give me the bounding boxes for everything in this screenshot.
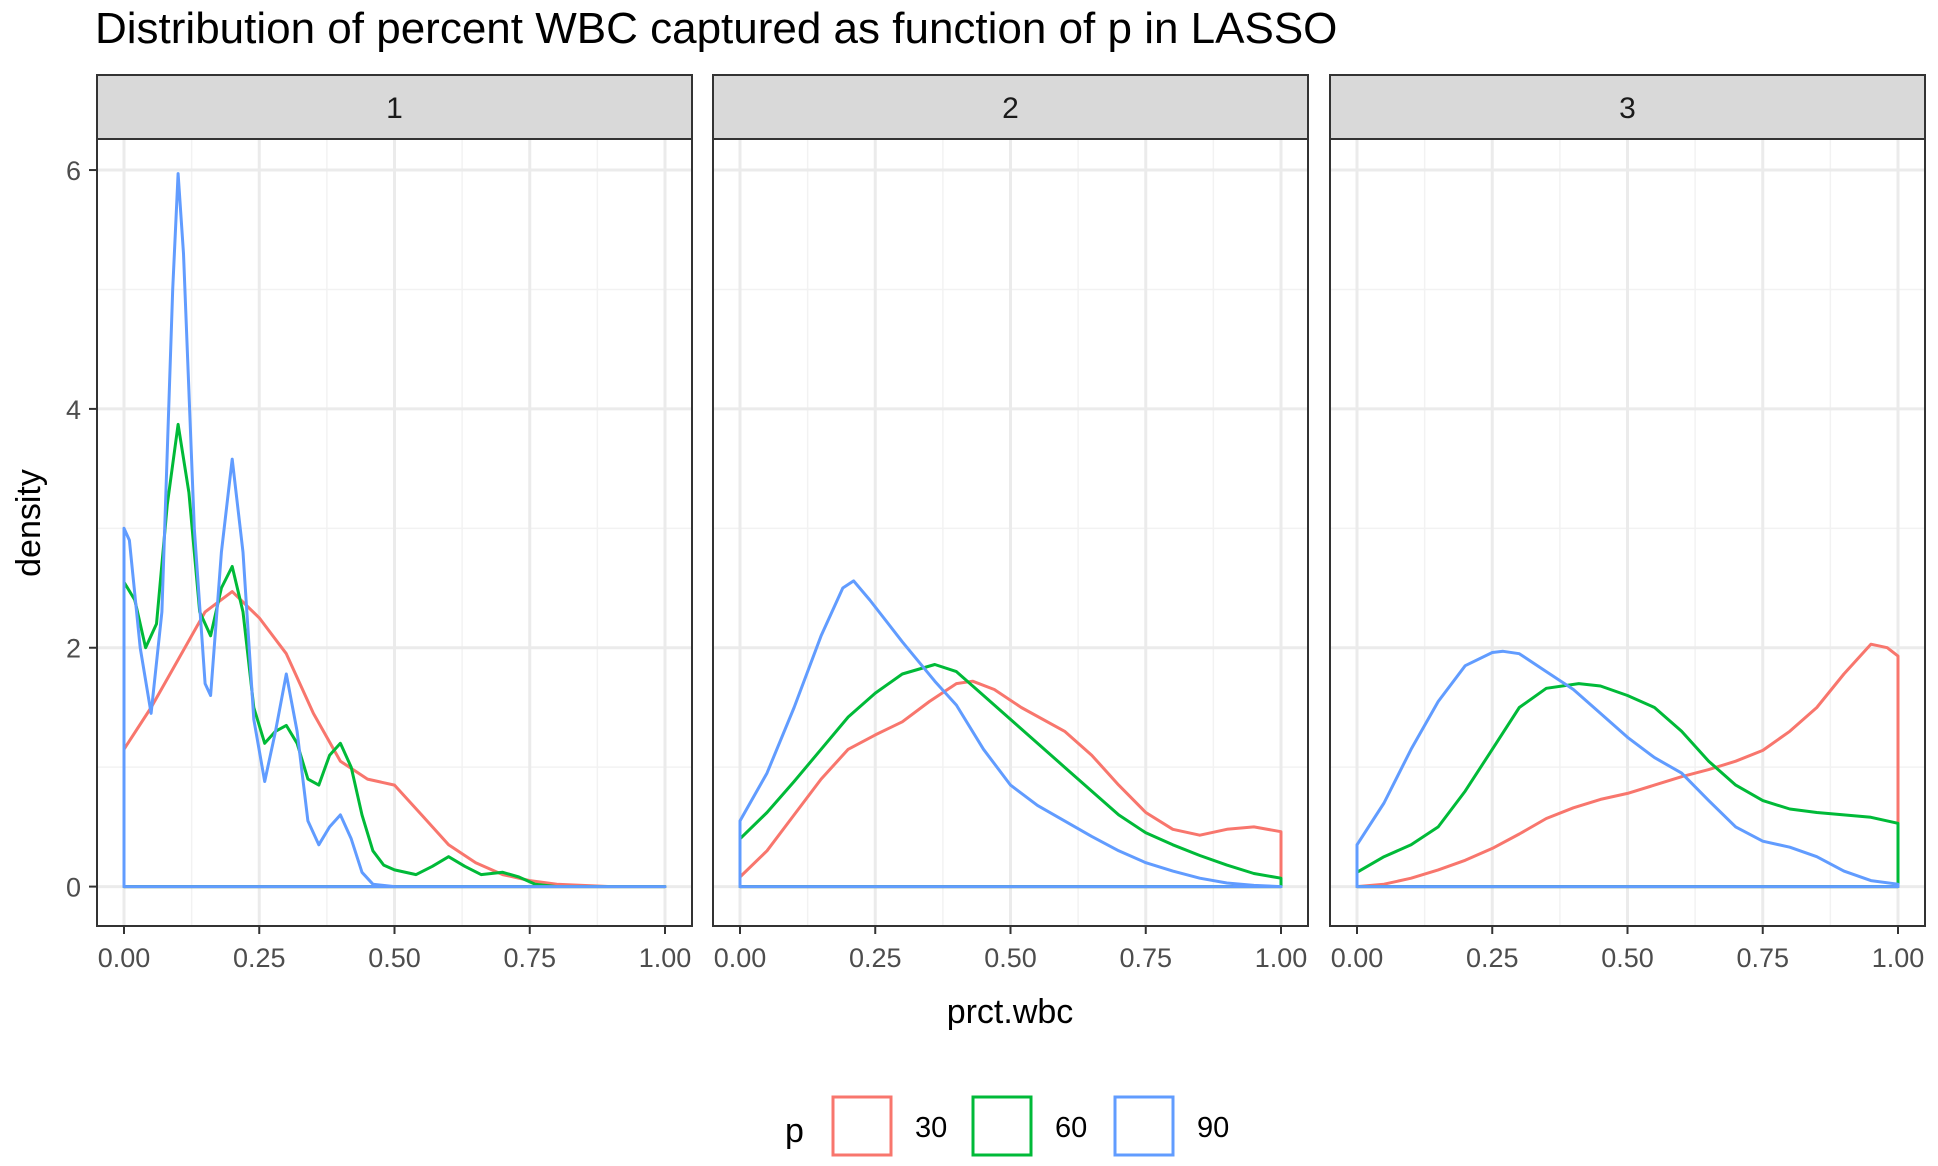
x-tick-label: 0.75 (1736, 943, 1789, 973)
x-tick-label: 0.00 (1331, 943, 1384, 973)
x-tick-label: 0.50 (984, 943, 1037, 973)
x-tick-label: 1.00 (639, 943, 692, 973)
x-tick-label: 1.00 (1872, 943, 1925, 973)
x-tick-label: 0.50 (1601, 943, 1654, 973)
facet-panels: 1 0.00 0.25 0.50 0.75 1.00 0 2 4 6 2 0.00 0.25 0.50 0.… (66, 74, 1926, 973)
legend-label: 30 (915, 1112, 947, 1144)
y-tick-label: 2 (66, 634, 81, 664)
y-tick-label: 4 (66, 395, 81, 425)
x-tick-label: 0.00 (98, 943, 151, 973)
facet-strip (1329, 74, 1926, 140)
legend-entry-30: 30 (831, 1095, 947, 1157)
legend: p 30 60 90 (785, 1095, 1229, 1157)
y-tick-label: 6 (66, 156, 81, 186)
x-tick-label: 0.50 (368, 943, 421, 973)
facet-strip-label: 1 (386, 92, 403, 125)
facet-panel-3: 3 0.00 0.25 0.50 0.75 1.00 (1329, 74, 1926, 973)
facet-panel-1: 1 0.00 0.25 0.50 0.75 1.00 0 2 4 6 (66, 74, 693, 973)
x-tick-label: 0.75 (1119, 943, 1172, 973)
legend-key (831, 1095, 893, 1157)
facet-strip-label: 2 (1002, 92, 1019, 125)
density-curve-p60 (1355, 682, 1900, 889)
x-tick-label: 1.00 (1255, 943, 1308, 973)
x-tick-label: 0.25 (849, 943, 902, 973)
x-tick-label: 0.25 (1466, 943, 1519, 973)
legend-label: 90 (1197, 1112, 1229, 1144)
density-curve-p30 (122, 590, 667, 889)
facet-panel-2: 2 0.00 0.25 0.50 0.75 1.00 (712, 74, 1309, 973)
legend-key (1113, 1095, 1175, 1157)
legend-key (971, 1095, 1033, 1157)
density-curve-p60 (738, 663, 1283, 889)
facet-strip-label: 3 (1619, 92, 1636, 125)
density-curve-p30 (738, 679, 1283, 889)
legend-entry-60: 60 (971, 1095, 1087, 1157)
density-curve-p90 (738, 579, 1283, 889)
facet-strip (712, 74, 1309, 140)
facet-strip (96, 74, 693, 140)
chart-title: Distribution of percent WBC captured as … (95, 4, 1337, 53)
legend-entry-90: 90 (1113, 1095, 1229, 1157)
x-tick-label: 0.25 (233, 943, 286, 973)
x-axis-title: prct.wbc (947, 993, 1074, 1031)
legend-title: p (785, 1112, 804, 1150)
density-curve-p30 (1355, 642, 1900, 889)
y-tick-label: 0 (66, 873, 81, 903)
legend-label: 60 (1055, 1112, 1087, 1144)
density-curve-p90 (122, 172, 667, 889)
x-tick-label: 0.75 (503, 943, 556, 973)
x-tick-label: 0.00 (714, 943, 767, 973)
density-curve-p60 (122, 422, 667, 889)
y-axis-title: density (10, 469, 48, 577)
density-curve-p90 (1355, 649, 1900, 889)
